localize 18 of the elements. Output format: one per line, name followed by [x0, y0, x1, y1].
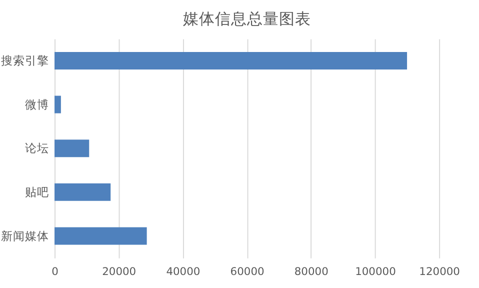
x-tick-label: 100000: [355, 264, 396, 278]
chart-title: 媒体信息总量图表: [182, 10, 311, 28]
y-tick-label: 论坛: [25, 141, 50, 156]
bar: [54, 183, 111, 201]
y-tick-label: 新闻媒体: [1, 228, 50, 243]
y-tick-label: 贴吧: [25, 185, 50, 200]
x-tick-label: 0: [52, 264, 59, 278]
bar: [54, 96, 61, 114]
y-tick-label: 搜索引擎: [1, 54, 50, 68]
bar: [54, 140, 90, 158]
bar: [54, 52, 408, 70]
x-tick-label: 60000: [230, 264, 264, 278]
x-tick-label: 80000: [294, 264, 329, 278]
y-tick-label: 微博: [25, 97, 50, 112]
x-tick-label: 40000: [166, 264, 200, 278]
bar: [54, 227, 147, 245]
x-tick-label: 20000: [102, 264, 136, 278]
x-tick-label: 120000: [419, 264, 460, 278]
